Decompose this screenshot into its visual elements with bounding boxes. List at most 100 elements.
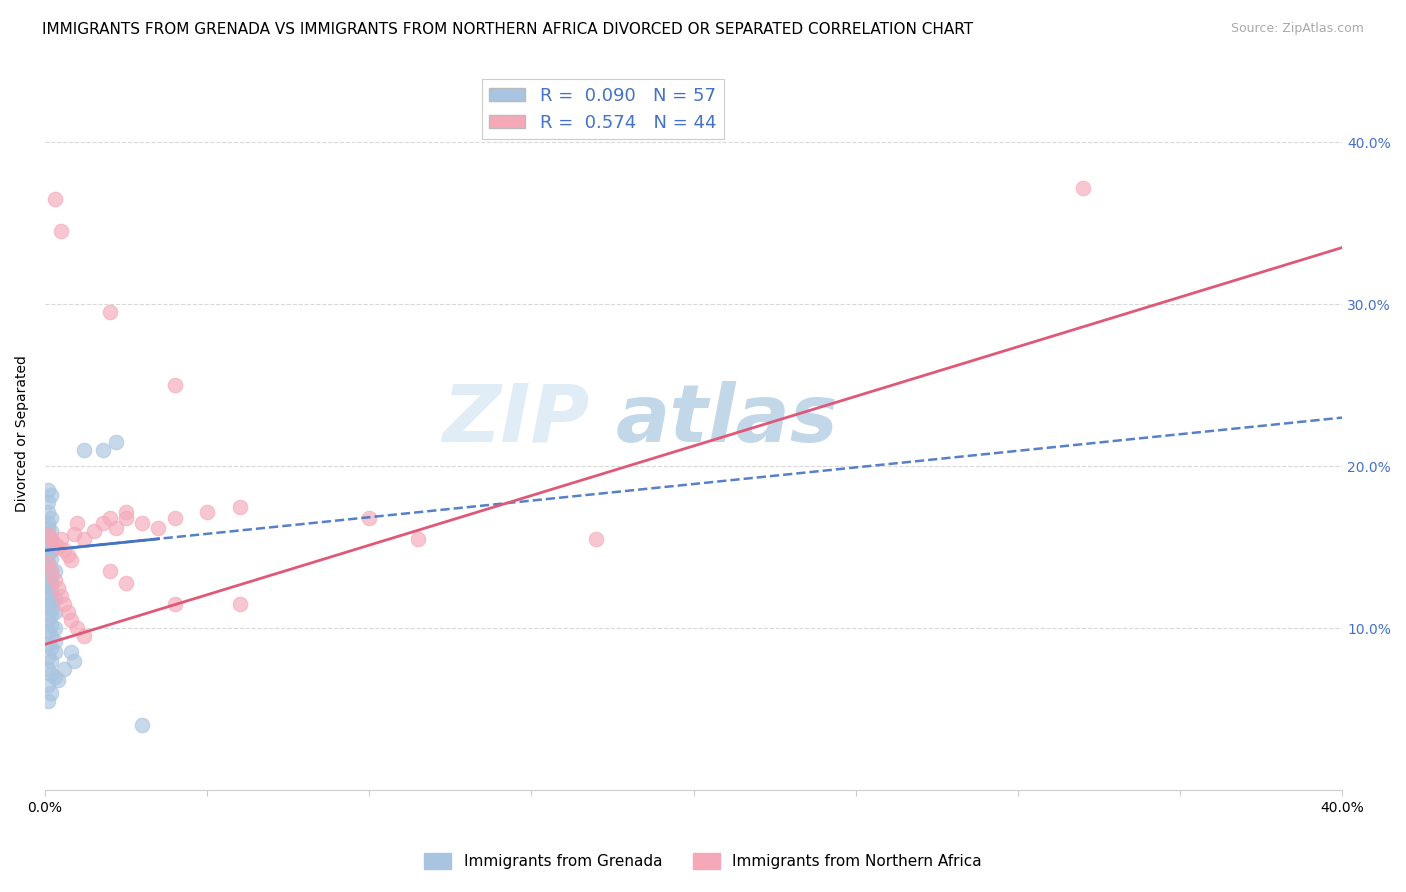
Point [37,549,59,563]
Point [131,718,153,732]
Point [51,589,73,603]
Point [73,442,96,457]
Point [41,563,63,577]
Point [63,654,86,668]
Point [131,516,153,530]
Point [59,613,82,627]
Point [37,527,59,541]
Point [59,553,82,567]
Point [115,575,138,590]
Point [37,504,59,518]
Point [41,608,63,623]
Point [37,650,59,665]
Point [41,686,63,700]
Point [44,621,66,635]
Point [44,537,66,551]
Point [37,516,59,530]
Point [46,673,69,687]
Y-axis label: Divorced or Separated: Divorced or Separated [15,355,30,512]
Point [53,597,76,611]
Point [41,601,63,615]
Point [41,640,63,655]
Point [66,516,89,530]
Point [37,624,59,639]
Point [41,543,63,558]
Point [37,599,59,613]
Point [98,305,121,319]
Point [37,694,59,708]
Legend: R =  0.090   N = 57, R =  0.574   N = 44: R = 0.090 N = 57, R = 0.574 N = 44 [482,79,724,139]
Point [98,511,121,525]
Point [585,532,607,546]
Point [53,662,76,676]
Point [44,634,66,648]
Text: atlas: atlas [616,381,838,458]
Point [41,524,63,538]
Point [44,565,66,579]
Point [51,224,73,238]
Point [66,621,89,635]
Point [37,579,59,593]
Point [37,483,59,498]
Point [37,527,59,541]
Point [41,589,63,603]
Point [44,573,66,587]
Point [83,524,105,538]
Point [73,532,96,546]
Point [37,662,59,676]
Point [41,582,63,597]
Point [37,559,59,574]
Point [37,495,59,509]
Point [163,378,186,392]
Point [59,645,82,659]
Point [44,670,66,684]
Point [105,434,128,449]
Point [37,637,59,651]
Point [44,645,66,659]
Point [37,557,59,571]
Legend: Immigrants from Grenada, Immigrants from Northern Africa: Immigrants from Grenada, Immigrants from… [418,847,988,875]
Point [115,511,138,525]
Point [37,678,59,692]
Point [41,618,63,632]
Point [41,532,63,546]
Point [41,629,63,643]
Text: ZIP: ZIP [443,381,591,458]
Point [51,532,73,546]
Point [406,532,429,546]
Point [44,192,66,206]
Point [56,605,79,619]
Point [41,551,63,566]
Text: IMMIGRANTS FROM GRENADA VS IMMIGRANTS FROM NORTHERN AFRICA DIVORCED OR SEPARATED: IMMIGRANTS FROM GRENADA VS IMMIGRANTS FR… [42,22,973,37]
Point [46,540,69,554]
Point [41,666,63,681]
Point [228,500,250,514]
Point [56,549,79,563]
Point [41,595,63,609]
Point [73,629,96,643]
Point [163,511,186,525]
Point [37,557,59,571]
Point [359,511,381,525]
Point [63,527,86,541]
Point [148,521,170,535]
Point [44,592,66,607]
Point [37,585,59,599]
Point [37,540,59,554]
Point [37,573,59,587]
Point [195,504,218,518]
Point [37,521,59,535]
Point [41,654,63,668]
Point [44,605,66,619]
Point [105,521,128,535]
Point [41,575,63,590]
Point [41,565,63,579]
Point [46,581,69,595]
Point [41,511,63,525]
Point [98,565,121,579]
Point [53,543,76,558]
Point [1071,180,1094,194]
Point [228,597,250,611]
Point [163,597,186,611]
Text: Source: ZipAtlas.com: Source: ZipAtlas.com [1230,22,1364,36]
